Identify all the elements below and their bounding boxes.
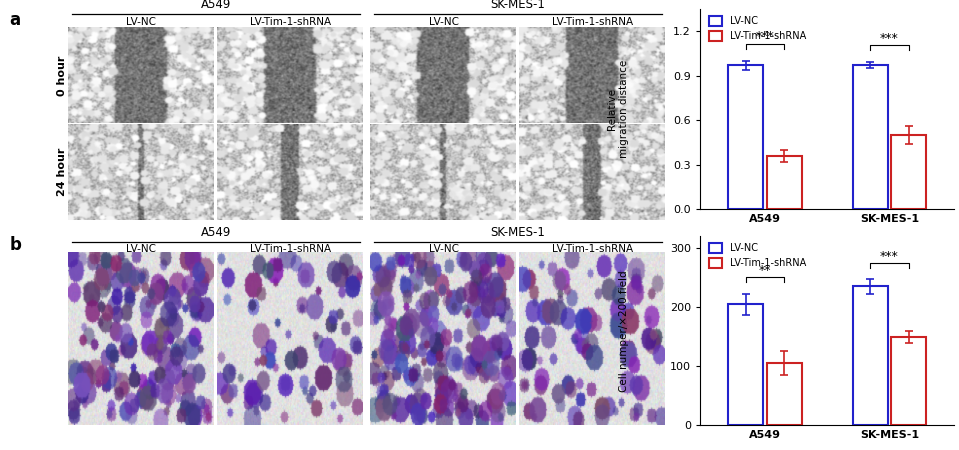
- Text: LV-Tim-1-shRNA: LV-Tim-1-shRNA: [551, 17, 633, 27]
- Text: LV-Tim-1-shRNA: LV-Tim-1-shRNA: [249, 17, 331, 27]
- Text: SK-MES-1: SK-MES-1: [490, 226, 546, 239]
- Bar: [728, 65, 763, 209]
- Bar: [891, 135, 926, 209]
- Bar: [766, 156, 802, 209]
- Text: LV-NC: LV-NC: [127, 244, 156, 254]
- Bar: [853, 287, 888, 425]
- Text: LV-NC: LV-NC: [127, 17, 156, 27]
- Legend: LV-NC, LV-Tim-1-shRNA: LV-NC, LV-Tim-1-shRNA: [705, 239, 810, 272]
- Text: LV-NC: LV-NC: [429, 244, 458, 254]
- Text: A549: A549: [200, 226, 231, 239]
- Text: SK-MES-1: SK-MES-1: [490, 0, 546, 11]
- Bar: [853, 65, 888, 209]
- Text: ***: ***: [880, 32, 899, 45]
- Y-axis label: Relative
migration distance: Relative migration distance: [607, 60, 629, 158]
- Bar: [766, 363, 802, 425]
- Bar: [728, 304, 763, 425]
- Text: **: **: [759, 264, 771, 277]
- Text: LV-NC: LV-NC: [429, 17, 458, 27]
- Text: LV-Tim-1-shRNA: LV-Tim-1-shRNA: [249, 244, 331, 254]
- Text: a: a: [10, 11, 21, 29]
- Text: 0 hour: 0 hour: [58, 55, 67, 95]
- Text: 24 hour: 24 hour: [58, 148, 67, 196]
- Text: LV-Tim-1-shRNA: LV-Tim-1-shRNA: [551, 244, 633, 254]
- Y-axis label: Cell numper/×200 field: Cell numper/×200 field: [619, 270, 629, 392]
- Text: ***: ***: [880, 250, 899, 263]
- Text: ***: ***: [756, 31, 774, 43]
- Legend: LV-NC, LV-Tim-1-shRNA: LV-NC, LV-Tim-1-shRNA: [705, 12, 810, 45]
- Bar: [891, 337, 926, 425]
- Text: A549: A549: [200, 0, 231, 11]
- Text: b: b: [10, 236, 21, 254]
